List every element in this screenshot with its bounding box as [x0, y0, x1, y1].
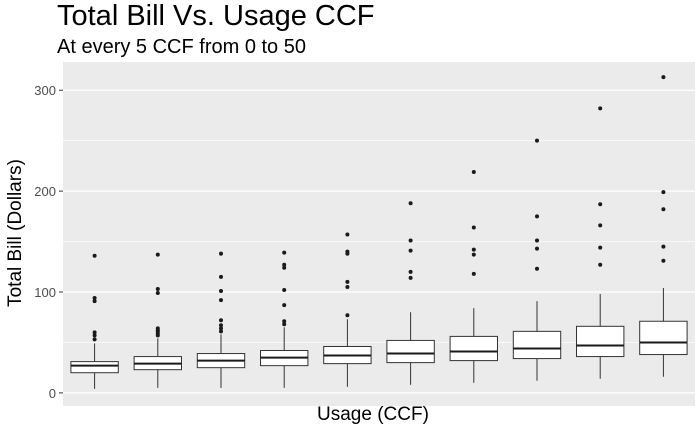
outlier-point	[282, 303, 287, 308]
outlier-point	[92, 337, 97, 342]
outlier-point	[535, 246, 539, 251]
outlier-point	[155, 326, 160, 331]
box	[70, 361, 119, 374]
outlier-point	[219, 329, 223, 334]
outlier-point	[598, 202, 603, 207]
outlier-point	[345, 284, 350, 289]
outlier-point	[219, 288, 223, 293]
outlier-point	[471, 225, 476, 230]
outlier-point	[92, 299, 97, 304]
y-tick-label: 300	[34, 83, 56, 98]
outlier-point	[155, 291, 160, 296]
box	[639, 320, 688, 356]
outlier-point	[345, 279, 350, 284]
outlier-point	[471, 247, 476, 252]
outlier-point	[219, 298, 223, 303]
outlier-point	[219, 318, 223, 323]
y-tick-label: 100	[34, 285, 56, 300]
box-group	[70, 343, 119, 389]
outlier-point	[219, 274, 223, 279]
outlier-point	[282, 250, 287, 255]
chart-title: Total Bill Vs. Usage CCF	[57, 0, 375, 32]
x-axis-label: Usage (CCF)	[317, 404, 429, 425]
outlier-point	[661, 190, 666, 195]
outlier-point	[408, 248, 413, 253]
outlier-point	[661, 207, 666, 212]
box-group	[133, 338, 183, 388]
y-tick-label: 0	[49, 386, 56, 401]
outlier-point	[219, 251, 223, 256]
y-tick-label: 200	[34, 184, 56, 199]
outlier-point	[535, 138, 539, 143]
box-group	[576, 294, 625, 379]
outlier-point	[282, 262, 287, 267]
outlier-point	[661, 244, 666, 249]
outlier-point	[282, 265, 287, 270]
y-axis-label: Total Bill (Dollars)	[5, 159, 26, 307]
outlier-point	[345, 313, 350, 318]
box-group	[512, 301, 562, 381]
box	[576, 325, 625, 358]
outlier-point	[92, 333, 97, 338]
box	[449, 335, 499, 362]
outlier-point	[661, 258, 666, 263]
outlier-point	[408, 238, 413, 243]
outlier-point	[471, 271, 476, 276]
box	[386, 339, 435, 364]
outlier-point	[282, 287, 287, 292]
outlier-point	[535, 238, 539, 243]
outlier-point	[408, 269, 413, 274]
box-group	[196, 334, 246, 388]
outlier-point	[219, 323, 223, 328]
outlier-point	[471, 169, 476, 174]
outlier-point	[661, 75, 666, 80]
outlier-point	[155, 252, 160, 257]
outlier-point	[219, 326, 223, 331]
box-group	[639, 287, 688, 377]
box	[512, 330, 562, 360]
outlier-point	[598, 223, 603, 228]
outlier-point	[408, 275, 413, 280]
outlier-point	[282, 322, 287, 327]
box-group	[323, 319, 372, 387]
outlier-point	[92, 330, 97, 335]
outlier-point	[345, 232, 350, 237]
outlier-point	[598, 262, 603, 267]
outlier-point	[345, 249, 350, 254]
chart-subtitle: At every 5 CCF from 0 to 50	[57, 36, 306, 58]
outlier-point	[92, 296, 97, 301]
outlier-point	[535, 214, 539, 219]
box-group	[386, 312, 435, 385]
outlier-point	[598, 106, 603, 111]
outlier-point	[535, 266, 539, 271]
outlier-point	[598, 245, 603, 250]
outlier-point	[92, 253, 97, 258]
outlier-point	[155, 286, 160, 291]
outlier-point	[282, 319, 287, 324]
box-group	[449, 308, 499, 383]
box-group	[260, 327, 309, 388]
outlier-point	[471, 252, 476, 257]
outlier-point	[408, 201, 413, 206]
